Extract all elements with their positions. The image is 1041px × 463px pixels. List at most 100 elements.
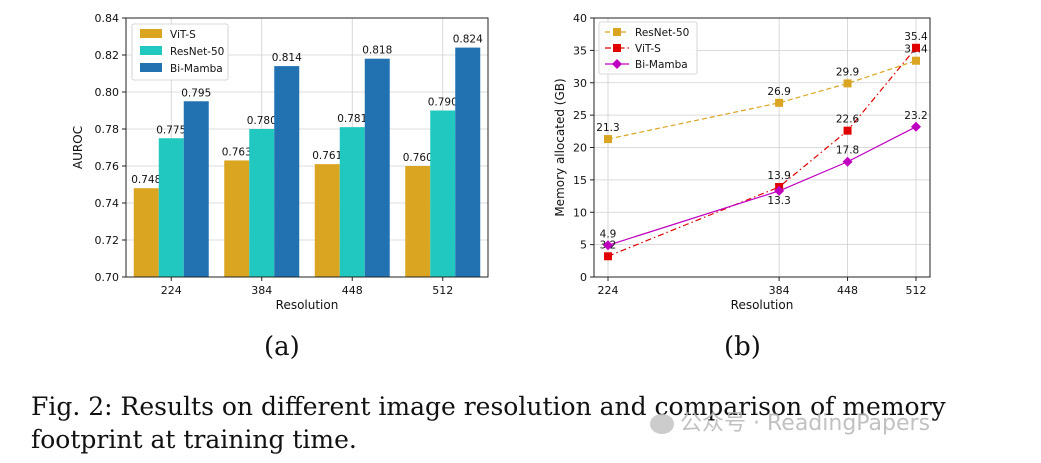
x-axis-label: Resolution bbox=[731, 298, 794, 312]
point-marker bbox=[843, 79, 852, 88]
memory-line-chart: 21.326.929.933.43.213.922.635.44.913.317… bbox=[553, 12, 931, 312]
x-tick-label: 448 bbox=[837, 284, 858, 297]
y-tick-label: 15 bbox=[573, 174, 587, 187]
legend-box bbox=[598, 21, 698, 75]
bar-value-label: 0.781 bbox=[337, 113, 367, 125]
bar-value-label: 0.775 bbox=[156, 124, 186, 136]
y-tick-label: 5 bbox=[580, 239, 587, 252]
legend-swatch bbox=[140, 63, 162, 72]
bar-value-label: 0.795 bbox=[181, 87, 211, 99]
point-marker bbox=[603, 240, 613, 251]
bar-value-label: 0.763 bbox=[222, 146, 252, 158]
point-value-label: 17.8 bbox=[836, 145, 859, 157]
point-value-label: 26.9 bbox=[767, 86, 790, 98]
bar-value-label: 0.748 bbox=[131, 174, 161, 186]
x-tick-label: 512 bbox=[432, 284, 453, 297]
bar-resnet-50-448 bbox=[339, 127, 365, 278]
x-tick-label: 384 bbox=[769, 284, 790, 297]
legend-label: Bi-Mamba bbox=[635, 59, 688, 71]
bar-value-label: 0.761 bbox=[312, 150, 342, 162]
legend-marker bbox=[613, 28, 621, 36]
bar-vit-s-224 bbox=[133, 188, 159, 277]
y-tick-label: 35 bbox=[573, 44, 587, 57]
legend-swatch bbox=[140, 46, 162, 55]
y-tick-label: 25 bbox=[573, 109, 587, 122]
bar-resnet-50-384 bbox=[249, 129, 275, 277]
bar-bi-mamba-512 bbox=[455, 47, 481, 277]
point-marker bbox=[843, 126, 852, 135]
line-bi-mamba bbox=[607, 126, 917, 246]
y-axis-label: Memory allocated (GB) bbox=[553, 78, 567, 216]
y-tick-label: 0.84 bbox=[95, 12, 120, 25]
y-tick-label: 0.78 bbox=[95, 123, 120, 136]
point-value-label: 4.9 bbox=[600, 228, 617, 240]
bar-bi-mamba-448 bbox=[364, 58, 390, 278]
legend-label: ViT-S bbox=[635, 43, 661, 55]
bar-value-label: 0.780 bbox=[247, 115, 277, 127]
legend-marker bbox=[613, 44, 621, 52]
point-value-label: 21.3 bbox=[596, 122, 619, 134]
point-marker bbox=[912, 56, 920, 65]
auroc-bar-chart: 0.748 0.763 0.761 0.760 0.775 0.780 0.781 0.790… bbox=[71, 12, 489, 312]
y-tick-label: 0.82 bbox=[95, 49, 120, 62]
legend-swatch bbox=[140, 29, 162, 38]
point-value-label: 13.9 bbox=[767, 170, 790, 182]
legend-label: Bi-Mamba bbox=[170, 63, 223, 75]
y-tick-label: 0.72 bbox=[95, 234, 120, 247]
y-tick-label: 0.70 bbox=[95, 271, 120, 284]
bar-resnet-50-512 bbox=[430, 110, 456, 277]
y-tick-label: 0.80 bbox=[95, 86, 120, 99]
watermark-text: 公众号 · ReadingPapers bbox=[680, 411, 931, 436]
watermark: 公众号 · ReadingPapers bbox=[650, 405, 930, 437]
point-marker bbox=[604, 135, 612, 144]
bar-vit-s-448 bbox=[314, 164, 340, 277]
point-marker bbox=[604, 252, 612, 261]
point-value-label: 22.6 bbox=[836, 114, 860, 126]
point-marker bbox=[774, 185, 785, 196]
x-tick-label: 512 bbox=[906, 284, 927, 297]
y-tick-label: 20 bbox=[573, 142, 587, 155]
point-value-label: 35.4 bbox=[904, 31, 928, 43]
y-tick-label: 40 bbox=[573, 12, 587, 25]
bar-value-label: 0.818 bbox=[362, 45, 392, 57]
bar-bi-mamba-224 bbox=[183, 101, 209, 277]
figure-caption: Fig. 2: Results on different image resol… bbox=[31, 392, 946, 454]
legend-label: ResNet-50 bbox=[170, 46, 224, 58]
point-value-label: 23.2 bbox=[904, 110, 927, 122]
panel-label-b: (b) bbox=[724, 332, 761, 362]
bar-value-label: 0.814 bbox=[272, 52, 302, 64]
panel-label-a: (a) bbox=[264, 332, 300, 362]
y-tick-label: 0.74 bbox=[95, 197, 120, 210]
x-tick-label: 384 bbox=[251, 284, 272, 297]
plot-frame bbox=[125, 17, 489, 278]
point-marker bbox=[842, 156, 853, 167]
y-tick-label: 0 bbox=[580, 271, 587, 284]
y-tick-label: 10 bbox=[573, 206, 587, 219]
wechat-icon bbox=[650, 414, 674, 434]
y-tick-label: 30 bbox=[573, 77, 587, 90]
point-value-label: 13.3 bbox=[767, 195, 790, 207]
bar-vit-s-512 bbox=[405, 166, 431, 277]
bar-value-label: 0.824 bbox=[453, 34, 483, 46]
bar-vit-s-384 bbox=[224, 160, 250, 277]
point-marker bbox=[912, 43, 920, 52]
line-vit-s bbox=[607, 47, 917, 257]
x-tick-label: 224 bbox=[598, 284, 619, 297]
bar-value-label: 0.790 bbox=[428, 97, 458, 109]
bar-bi-mamba-384 bbox=[274, 66, 300, 277]
x-tick-label: 224 bbox=[161, 284, 182, 297]
point-marker bbox=[775, 98, 784, 107]
legend-marker bbox=[612, 59, 622, 69]
bar-value-label: 0.760 bbox=[403, 152, 433, 164]
legend-label: ViT-S bbox=[170, 29, 196, 41]
y-axis-label: AUROC bbox=[71, 126, 85, 169]
point-marker bbox=[911, 121, 921, 132]
line-resnet-50 bbox=[607, 60, 917, 140]
y-tick-label: 0.76 bbox=[95, 160, 120, 173]
point-value-label: 29.9 bbox=[836, 66, 859, 78]
legend-label: ResNet-50 bbox=[635, 27, 689, 39]
bar-resnet-50-224 bbox=[158, 138, 184, 277]
x-tick-label: 448 bbox=[342, 284, 363, 297]
x-axis-label: Resolution bbox=[276, 298, 339, 312]
